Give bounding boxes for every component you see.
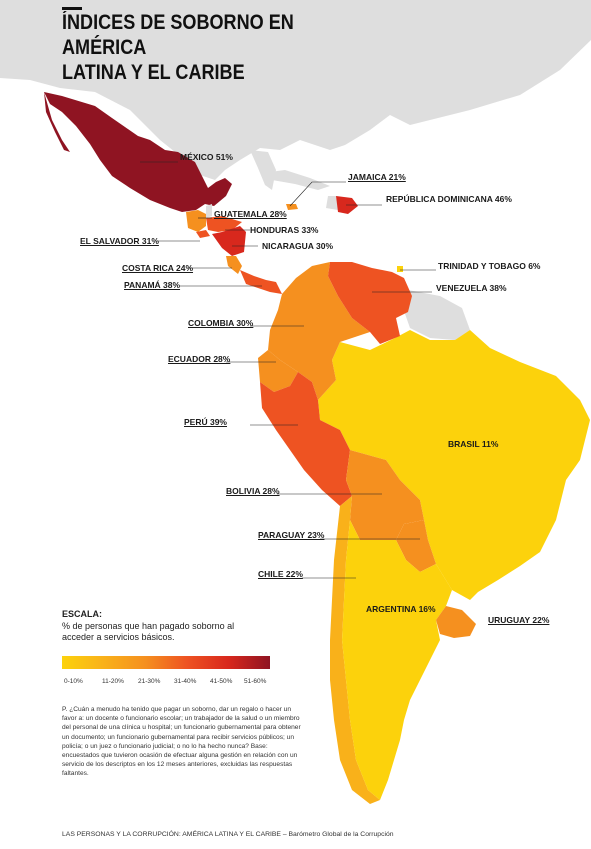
survey-note: P. ¿Cuán a menudo ha tenido que pagar un… <box>62 706 301 778</box>
panama-region <box>240 270 282 294</box>
jamaica-region <box>286 204 298 210</box>
footer: LAS PERSONAS Y LA CORRUPCIÓN: AMÉRICA LA… <box>62 831 394 838</box>
label-colombia: COLOMBIA 30% <box>188 318 254 328</box>
haiti-region <box>326 196 338 210</box>
scale-label-0: 0-10% <box>64 678 83 685</box>
scale-label-5: 51-60% <box>244 678 267 685</box>
guianas-land <box>403 290 470 340</box>
label-chile: CHILE 22% <box>258 569 303 579</box>
label-el-salvador: EL SALVADOR 31% <box>80 236 159 246</box>
el-salvador-region <box>196 230 210 238</box>
costa-rica-region <box>226 256 242 274</box>
scale-description: % de personas que han pagado soborno al … <box>62 621 235 642</box>
trinidad-region <box>397 266 403 272</box>
colombia-region <box>268 262 370 400</box>
mexico-region <box>44 92 232 212</box>
label-rep-dominicana: REPÚBLICA DOMINICANA 46% <box>386 194 512 204</box>
label-jamaica: JAMAICA 21% <box>348 172 406 182</box>
scale-label-2: 21-30% <box>138 678 161 685</box>
scale-label-1: 11-20% <box>102 678 124 685</box>
label-panama: PANAMÁ 38% <box>124 280 181 290</box>
scale-title: ESCALA: <box>62 609 102 619</box>
cuba-land <box>262 170 330 190</box>
label-venezuela: VENEZUELA 38% <box>436 283 507 293</box>
honduras-region <box>206 216 242 232</box>
label-honduras: HONDURAS 33% <box>250 225 319 235</box>
guatemala-region <box>186 210 206 232</box>
brasil-region <box>318 330 590 600</box>
label-paraguay: PARAGUAY 23% <box>258 530 325 540</box>
label-argentina: ARGENTINA 16% <box>366 604 436 614</box>
florida-land <box>250 150 276 190</box>
chile-region <box>330 496 380 804</box>
label-uruguay: URUGUAY 22% <box>488 615 550 625</box>
label-brasil: BRASIL 11% <box>448 439 499 449</box>
belize-region <box>206 204 212 218</box>
title-line-2: LATINA Y EL CARIBE <box>62 61 245 84</box>
label-guatemala: GUATEMALA 28% <box>214 209 287 219</box>
label-trinidad: TRINIDAD Y TOBAGO 6% <box>438 261 541 271</box>
label-nicaragua: NICARAGUA 30% <box>262 241 334 251</box>
label-costa-rica: COSTA RICA 24% <box>122 263 194 273</box>
title-line-1: ÍNDICES DE SOBORNO EN AMÉRICA <box>62 11 294 59</box>
label-bolivia: BOLIVIA 28% <box>226 486 280 496</box>
label-ecuador: ECUADOR 28% <box>168 354 231 364</box>
venezuela-region <box>328 262 412 344</box>
uruguay-region <box>436 606 476 638</box>
scale-gradient-bar <box>62 656 270 669</box>
peru-region <box>260 372 352 506</box>
scale-label-4: 41-50% <box>210 678 233 685</box>
argentina-region <box>342 520 452 800</box>
nicaragua-region <box>212 226 246 256</box>
north-america-land <box>0 0 591 180</box>
map-title: ÍNDICES DE SOBORNO EN AMÉRICA LATINA Y E… <box>62 10 372 85</box>
paraguay-region <box>396 520 436 572</box>
label-peru: PERÚ 39% <box>184 417 227 427</box>
bolivia-region <box>346 450 424 540</box>
scale-label-3: 31-40% <box>174 678 197 685</box>
title-accent-bar <box>62 7 82 10</box>
ecuador-region <box>258 350 298 392</box>
leader-lines <box>140 161 436 579</box>
label-mexico: MÉXICO 51% <box>180 152 233 162</box>
